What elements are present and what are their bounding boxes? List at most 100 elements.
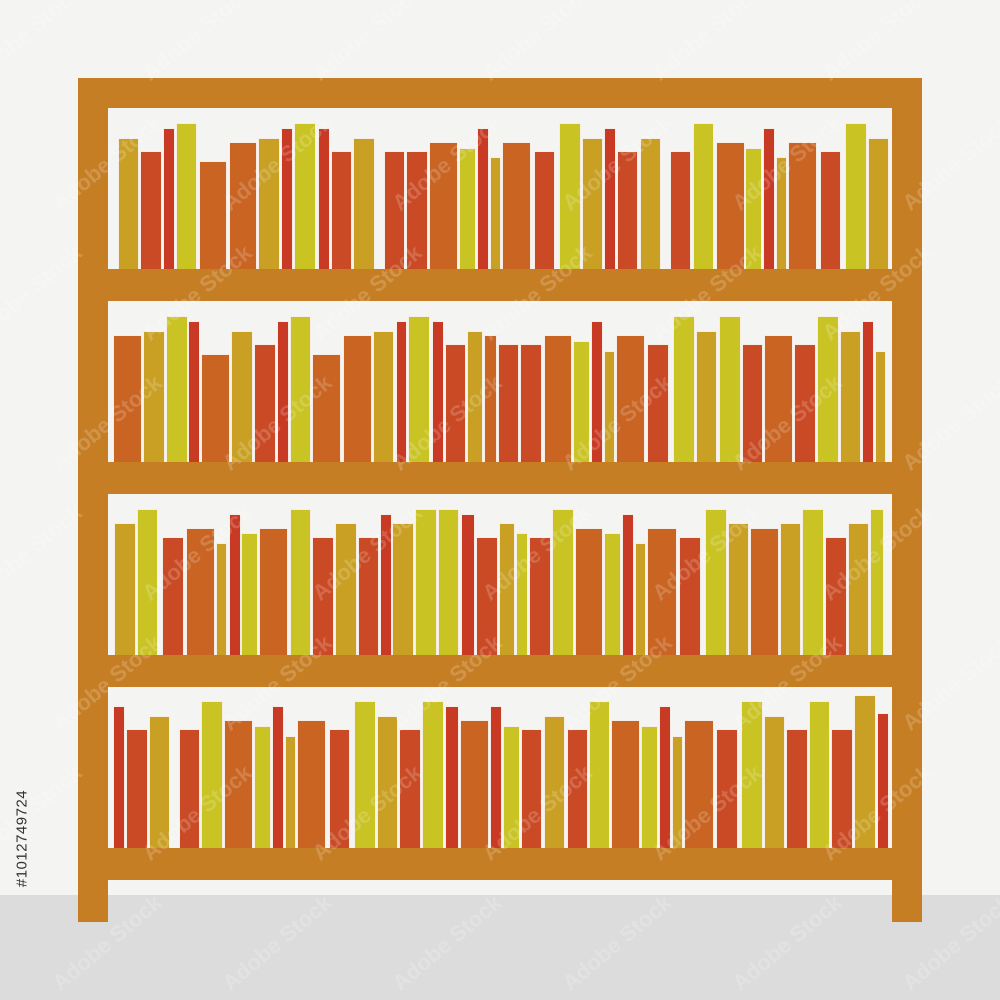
book [429,142,458,269]
book [831,729,853,848]
book [179,729,200,848]
book [113,706,125,848]
book [312,354,341,462]
book [567,729,588,848]
book [331,151,352,269]
book [224,720,253,848]
book [604,351,615,462]
book [162,537,184,655]
book [231,331,253,462]
book [176,123,197,269]
book [396,321,407,462]
book [229,514,241,655]
book [199,161,227,269]
book [604,128,616,269]
book [635,543,646,655]
book [438,509,459,655]
book [143,331,165,462]
book [672,736,683,848]
frame-left-post [78,78,108,922]
book [764,335,793,462]
book [817,316,839,462]
book [862,321,874,462]
book [476,537,498,655]
book [641,726,658,848]
book [406,151,428,269]
book [696,331,717,462]
book [114,523,136,655]
watermark-text: Adobe Stock [0,0,87,86]
book [868,138,889,269]
book [467,331,483,462]
book [216,543,227,655]
book [353,138,375,269]
book [140,151,162,269]
book [166,316,188,462]
book [201,354,230,462]
book [354,701,376,848]
book [521,729,542,848]
book [358,537,379,655]
watermark-text: Adobe Stock [137,0,257,86]
book [343,335,372,462]
book [575,528,603,655]
book [640,138,661,269]
book [520,344,542,462]
book [788,142,817,269]
book [503,726,520,848]
book [408,316,430,462]
book [281,128,293,269]
book [820,151,841,269]
book [384,151,405,269]
book [559,123,581,269]
book [745,148,762,269]
shelf-board [78,462,922,494]
book [290,509,311,655]
book [490,706,502,848]
book [335,523,357,655]
book [258,138,280,269]
shelf-board [78,655,922,687]
stock-id-label: #1012749724 [13,789,31,888]
book [432,321,444,462]
book [693,123,714,269]
book [422,701,444,848]
watermark-text: Adobe Stock [0,239,87,346]
book [373,331,394,462]
book [318,128,330,269]
book [604,533,621,655]
book [294,123,316,269]
book [297,720,326,848]
book [611,720,640,848]
book [149,716,170,848]
book [201,701,223,848]
book [647,344,669,462]
book [272,706,284,848]
book [786,729,808,848]
book [254,726,271,848]
frame-right-post [892,78,922,922]
book [573,341,590,462]
book [840,331,861,462]
book [622,514,634,655]
book [854,695,876,848]
book [377,716,398,848]
book [794,344,816,462]
book [780,523,801,655]
book [445,344,466,462]
book [516,533,528,655]
book [875,351,886,462]
watermark-text: Adobe Stock [477,0,597,86]
book [126,729,148,848]
book [763,128,775,269]
book [848,523,869,655]
book [716,729,738,848]
shelf-board [78,269,922,301]
book [259,528,288,655]
watermark-text: Adobe Stock [307,0,427,86]
book [490,157,501,269]
book [728,523,749,655]
book [380,514,392,655]
book [329,729,350,848]
book [552,509,574,655]
